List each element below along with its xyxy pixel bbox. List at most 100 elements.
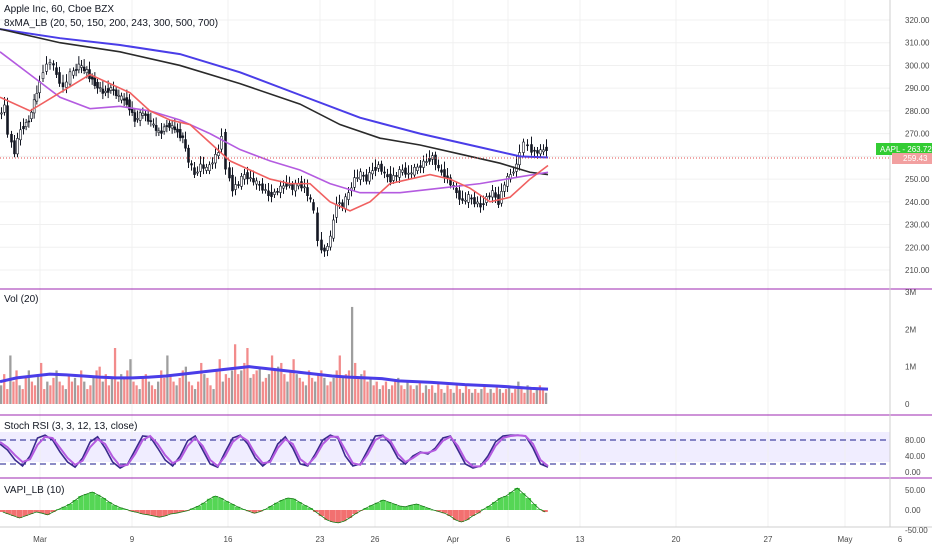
vapi-bar: [391, 504, 397, 510]
volume-bar: [400, 385, 403, 404]
volume-bar: [384, 381, 388, 404]
vapi-bar: [458, 510, 464, 522]
volume-bar: [489, 389, 492, 404]
volume-bar: [95, 370, 98, 404]
volume-bar: [157, 381, 160, 404]
volume-bar: [255, 370, 258, 404]
candle-body: [98, 87, 102, 90]
volume-bar: [49, 385, 52, 404]
volume-title: Vol (20): [4, 294, 38, 305]
candle-body: [389, 173, 392, 183]
price-panel[interactable]: [0, 56, 548, 257]
volume-axis[interactable]: 3M 2M 1M 0: [905, 288, 916, 409]
candle-body: [72, 70, 75, 76]
candle-body: [220, 136, 223, 150]
volume-bar: [277, 366, 280, 404]
vapi-bar: [5, 510, 11, 514]
candle-body: [362, 174, 365, 177]
volume-bar: [335, 370, 338, 404]
volume-bar: [283, 374, 286, 404]
vapi-bar: [27, 510, 34, 514]
time-tick-label: May: [837, 535, 852, 544]
candle-body: [479, 203, 482, 208]
volume-bar: [21, 389, 24, 404]
candle-body: [165, 125, 169, 127]
time-tick-label: 27: [764, 535, 773, 544]
price-tick-label: 240.00: [905, 198, 930, 207]
vapi-panel[interactable]: [0, 487, 548, 524]
stoch-axis[interactable]: 80.00 40.00 0.00: [905, 436, 926, 477]
last-price-badge: AAPL - 263.72: [876, 143, 932, 155]
vapi-bar: [335, 510, 341, 523]
candle-body: [467, 194, 470, 203]
volume-bar: [132, 381, 135, 404]
volume-bar: [43, 389, 46, 404]
vapi-bar: [16, 510, 23, 518]
volume-bar: [120, 374, 123, 404]
candle-body: [211, 162, 214, 165]
volume-bar: [64, 389, 67, 404]
candle-body: [184, 139, 187, 149]
vapi-axis[interactable]: 50.00 0.00 -50.00: [905, 486, 928, 535]
volume-bar: [369, 377, 372, 404]
vapi-bar: [447, 510, 453, 516]
vapi-bar: [123, 509, 129, 510]
vapi-bar: [167, 510, 174, 514]
candle-body: [359, 171, 362, 180]
candle-body: [154, 125, 158, 131]
volume-bar: [166, 355, 169, 404]
vapi-bar: [413, 504, 420, 510]
candle-body: [228, 167, 231, 179]
price-tick-label: 320.00: [905, 16, 930, 25]
volume-panel[interactable]: [0, 306, 549, 404]
volume-bar: [200, 362, 203, 404]
volume-bar: [86, 389, 89, 404]
volume-bar: [458, 389, 461, 404]
volume-bar: [452, 392, 455, 404]
candle-body: [32, 99, 36, 114]
volume-bar: [101, 381, 104, 404]
volume-bar: [295, 374, 298, 404]
vapi-bar: [218, 498, 224, 510]
candle-body: [30, 111, 33, 119]
volume-bar: [126, 370, 129, 404]
volume-bar: [544, 392, 548, 404]
volume-bar: [504, 389, 508, 404]
vapi-title: VAPI_LB (10): [4, 485, 64, 496]
volume-bar: [418, 381, 421, 404]
price-tick-label: 230.00: [905, 221, 930, 230]
price-tick-label: 310.00: [905, 39, 930, 48]
candle-body: [178, 129, 182, 139]
indicator-title: 8xMA_LB (20, 50, 150, 200, 243, 300, 500…: [4, 18, 218, 29]
candle-body: [522, 141, 525, 153]
candle-body: [0, 112, 3, 115]
candle-body: [106, 88, 110, 93]
volume-bar: [0, 385, 3, 404]
stoch-tick-label: 0.00: [905, 468, 921, 477]
stoch-rsi-panel[interactable]: [0, 434, 890, 469]
candle-body: [329, 235, 332, 248]
candle-body: [224, 131, 227, 170]
volume-bar: [12, 381, 15, 404]
candle-body: [440, 169, 443, 173]
candle-body: [96, 81, 99, 89]
candle-body: [55, 67, 58, 75]
volume-bar: [535, 389, 538, 404]
time-axis[interactable]: Mar 9 16 23 26 Apr 6 13 20 27 May 6: [33, 535, 903, 544]
volume-bar: [326, 385, 329, 404]
volume-bar: [427, 389, 431, 404]
volume-bar: [252, 374, 255, 404]
volume-bar: [249, 377, 252, 404]
volume-bar: [40, 362, 43, 404]
candle-body: [77, 63, 81, 71]
candle-body: [282, 185, 285, 189]
candle-body: [353, 177, 356, 188]
volume-bar: [246, 348, 249, 404]
vapi-bar: [274, 502, 280, 510]
volume-bar: [172, 381, 175, 404]
last-price-label: AAPL - 263.72: [880, 145, 932, 154]
ma-line-red: [0, 73, 549, 212]
vapi-bar: [117, 507, 123, 510]
candle-body: [190, 163, 193, 166]
